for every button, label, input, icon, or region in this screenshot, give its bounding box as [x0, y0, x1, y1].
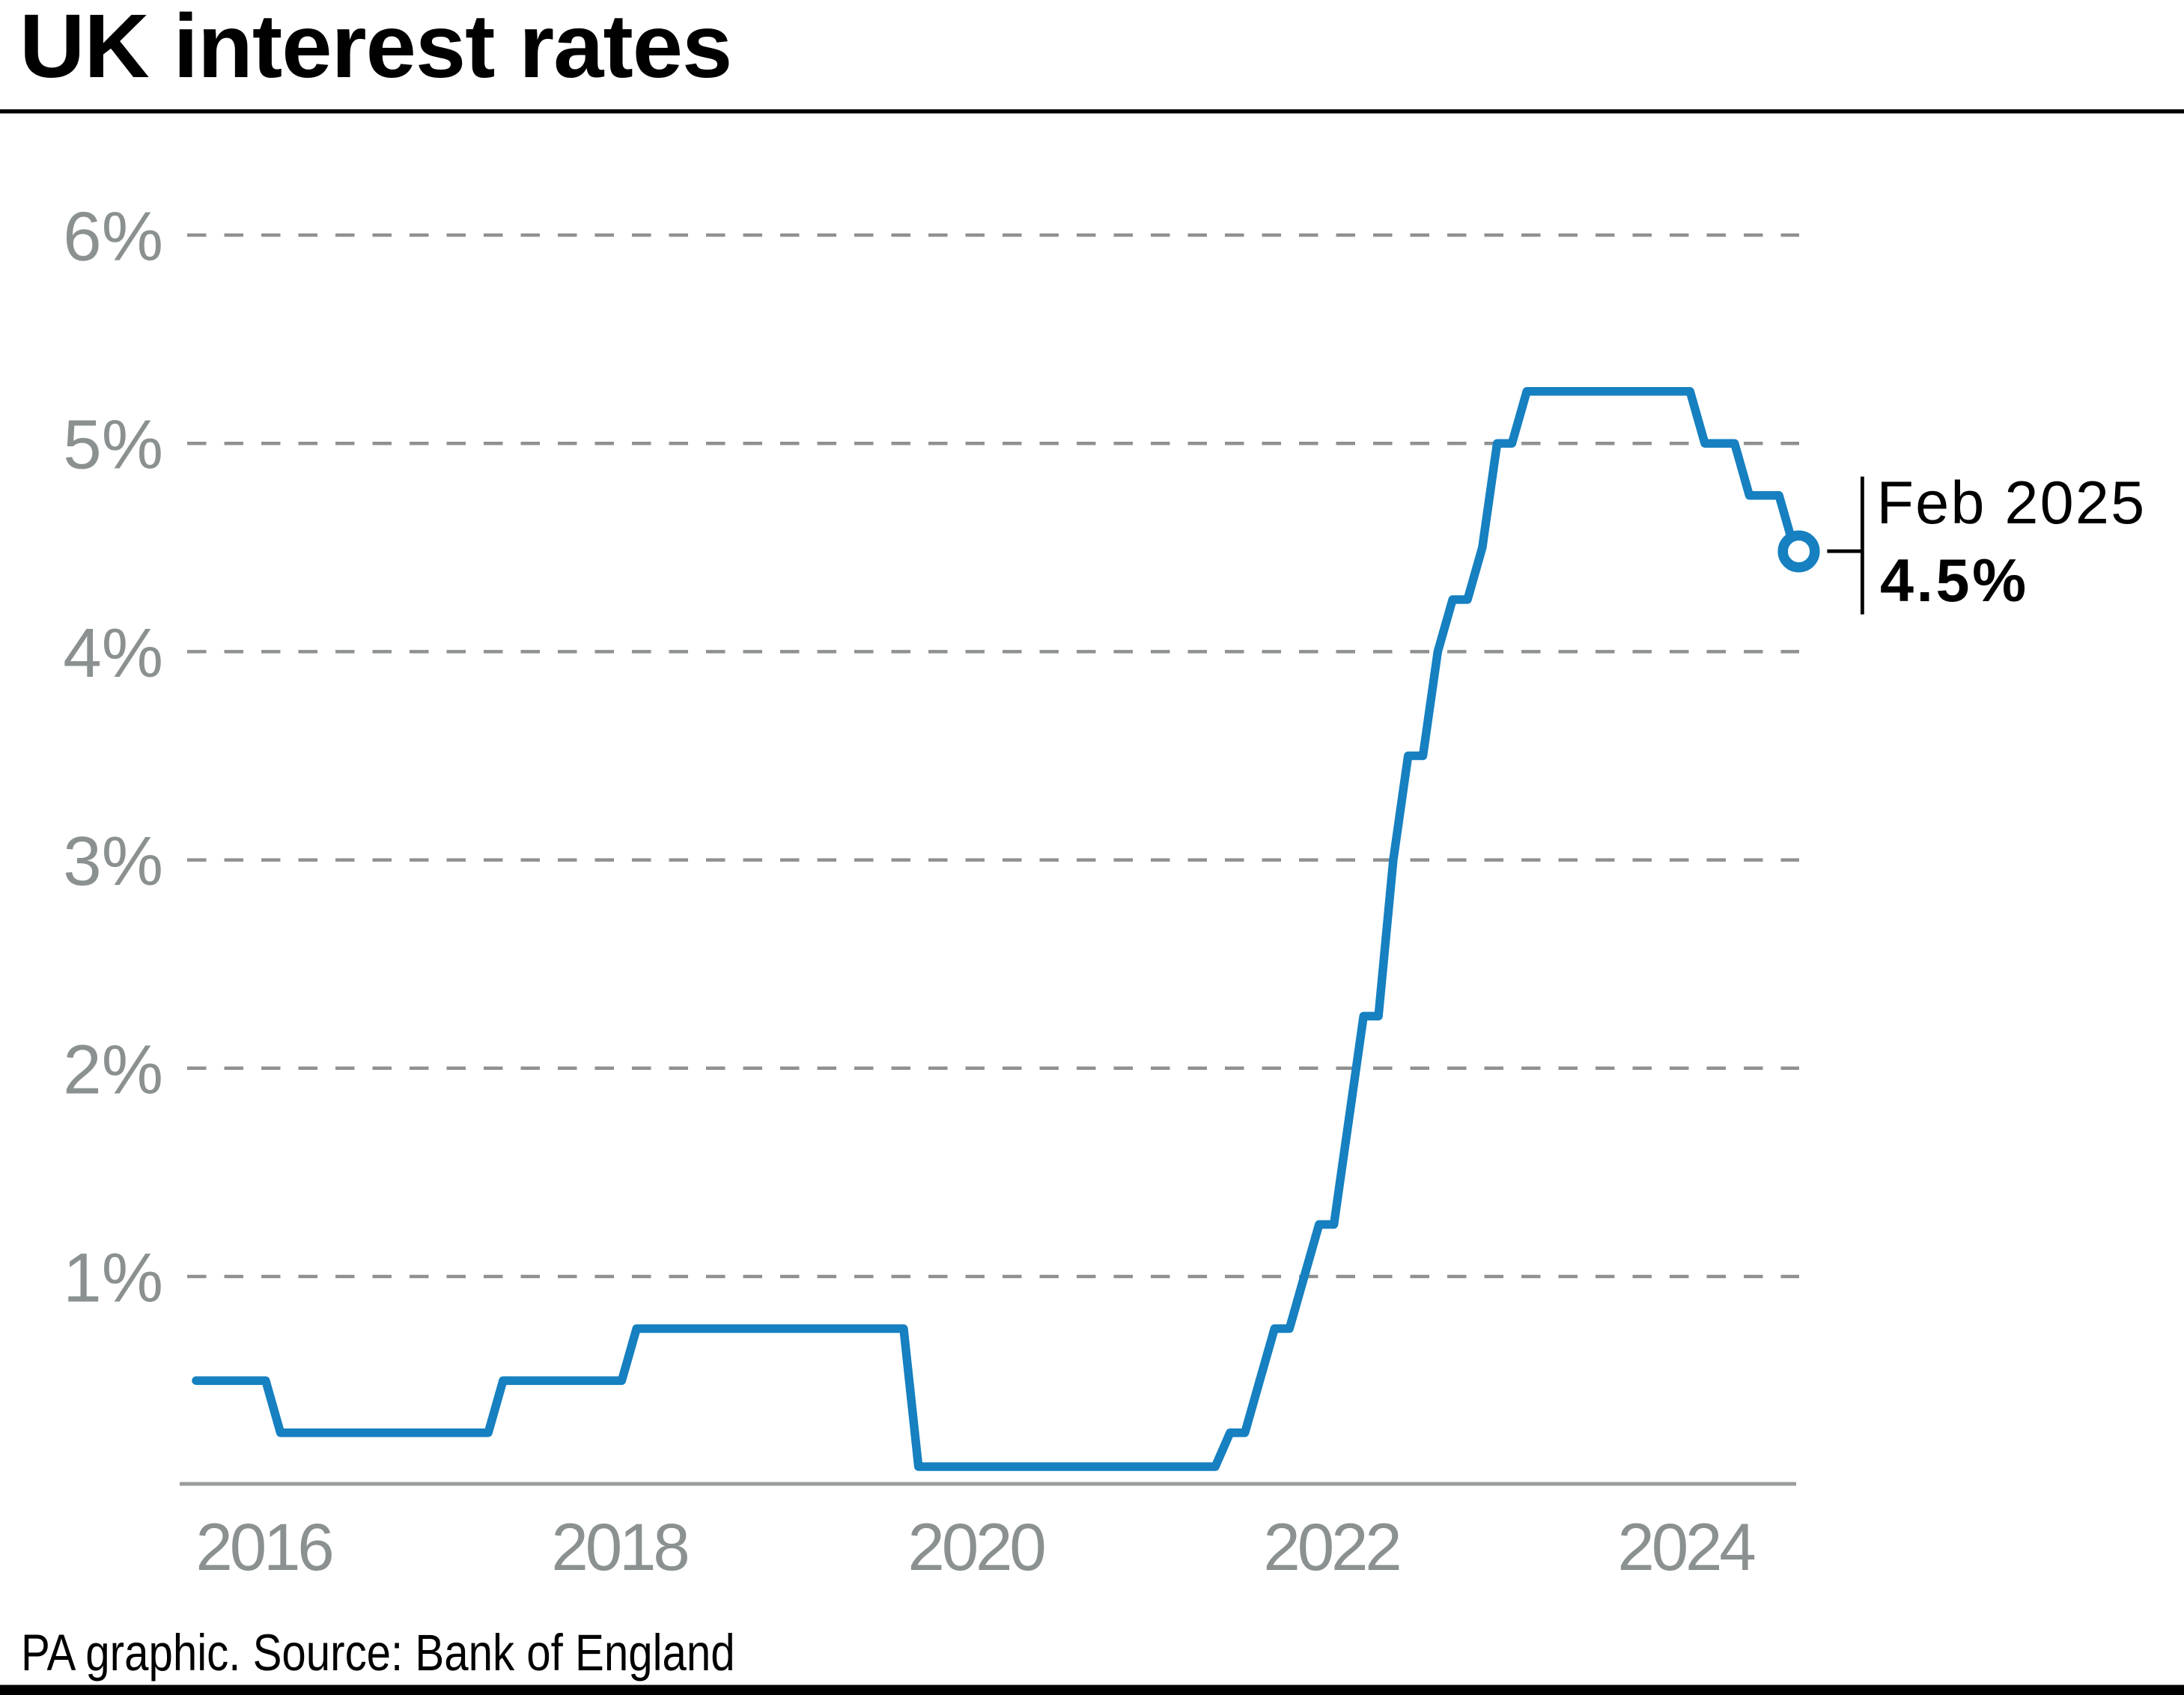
svg-text:2020: 2020 — [907, 1509, 1044, 1584]
svg-text:3%: 3% — [63, 822, 163, 900]
svg-text:6%: 6% — [63, 198, 163, 276]
svg-text:Feb 2025: Feb 2025 — [1877, 469, 2147, 537]
svg-text:4%: 4% — [63, 614, 163, 692]
svg-text:2022: 2022 — [1263, 1509, 1399, 1584]
svg-text:5%: 5% — [63, 406, 163, 484]
svg-text:2018: 2018 — [551, 1509, 687, 1584]
svg-text:1%: 1% — [63, 1239, 163, 1317]
svg-text:2016: 2016 — [195, 1509, 332, 1584]
svg-text:4.5%: 4.5% — [1880, 547, 2029, 615]
svg-text:2024: 2024 — [1617, 1509, 1754, 1584]
svg-text:PA graphic. Source: Bank of En: PA graphic. Source: Bank of England — [21, 1625, 735, 1682]
svg-text:2%: 2% — [63, 1030, 163, 1108]
svg-text:UK interest rates: UK interest rates — [19, 0, 731, 97]
